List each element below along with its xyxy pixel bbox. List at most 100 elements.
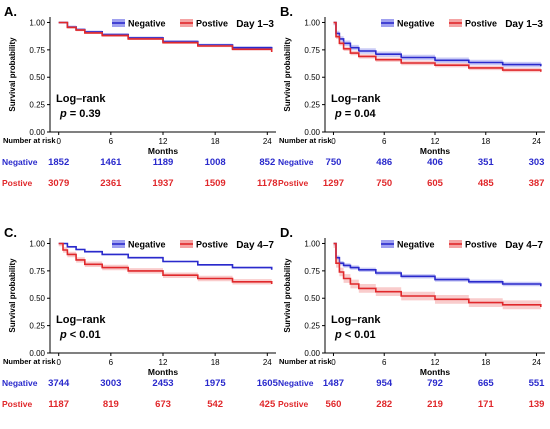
x-tick-label: 6 <box>109 358 114 367</box>
ci-band-postive <box>333 22 541 74</box>
x-tick-label: 12 <box>159 137 168 146</box>
y-tick-label: 0.00 <box>304 349 320 358</box>
panel-title: Day 4–7 <box>505 240 543 251</box>
legend-label-positive: Postive <box>465 240 497 250</box>
risk-count: 1297 <box>323 178 344 189</box>
logrank-label: Log–rank <box>331 314 381 326</box>
p-value: = 0.04 <box>342 108 377 120</box>
risk-count: 3079 <box>48 178 69 189</box>
panel-a: A. 0.00 0.25 0.50 0.75 1.00 0 6 12 18 24 Months Surv… <box>2 4 278 189</box>
y-axis-label: Survival probability <box>8 37 17 112</box>
logrank-pvalue: p < 0.01 <box>334 329 376 341</box>
x-tick-label: 12 <box>159 358 168 367</box>
risk-count: 486 <box>376 157 392 168</box>
y-tick-label: 1.00 <box>304 18 320 27</box>
panel-title: Day 1–3 <box>505 19 543 30</box>
risk-count: 792 <box>427 378 443 389</box>
risk-count: 406 <box>427 157 443 168</box>
survival-line-postive <box>333 21 542 72</box>
panel-letter: C. <box>4 225 17 240</box>
risk-count: 673 <box>155 399 171 410</box>
risk-count: 282 <box>376 399 392 410</box>
risk-count: 351 <box>478 157 495 168</box>
risk-count: 852 <box>259 157 275 168</box>
x-axis-label: Months <box>420 367 450 377</box>
risk-count: 219 <box>427 399 443 410</box>
legend-label-negative: Negative <box>128 240 166 250</box>
x-axis-label: Months <box>148 146 178 156</box>
risk-row-label-negative: Negative <box>2 157 38 167</box>
legend-label-positive: Postive <box>196 19 228 29</box>
x-tick-label: 18 <box>481 358 490 367</box>
risk-table-title: Number at risk <box>3 357 56 366</box>
y-tick-label: 0.50 <box>29 73 45 82</box>
p-symbol: p <box>59 329 67 341</box>
risk-row-label-postive: Postive <box>2 399 33 409</box>
risk-count: 387 <box>529 178 545 189</box>
risk-count: 560 <box>326 399 342 410</box>
logrank-label: Log–rank <box>56 93 106 105</box>
x-tick-label: 18 <box>211 137 220 146</box>
x-tick-label: 0 <box>56 137 61 146</box>
risk-count: 485 <box>478 178 495 189</box>
risk-table-title: Number at risk <box>279 136 332 145</box>
panel-title: Day 4–7 <box>236 240 274 251</box>
x-tick-label: 12 <box>431 137 440 146</box>
x-tick-label: 12 <box>431 358 440 367</box>
ci-band-postive <box>333 243 541 312</box>
risk-count: 750 <box>326 157 342 168</box>
risk-row-label-postive: Postive <box>278 399 309 409</box>
y-tick-label: 0.25 <box>29 322 45 331</box>
y-tick-label: 0.50 <box>29 294 45 303</box>
risk-count: 1189 <box>153 157 174 168</box>
x-tick-label: 18 <box>211 358 220 367</box>
x-tick-label: 24 <box>263 137 272 146</box>
risk-count: 1937 <box>152 178 173 189</box>
risk-count: 1975 <box>205 378 227 389</box>
p-symbol: p <box>59 108 67 120</box>
y-tick-label: 0.25 <box>29 101 45 110</box>
risk-count: 171 <box>478 399 495 410</box>
ci-band-postive <box>58 243 272 287</box>
x-axis-label: Months <box>420 146 450 156</box>
y-tick-label: 0.75 <box>29 267 45 276</box>
x-tick-label: 0 <box>331 358 336 367</box>
risk-count: 605 <box>427 178 444 189</box>
risk-row-label-postive: Postive <box>278 178 309 188</box>
panel-c: C. 0.00 0.25 0.50 0.75 1.00 0 6 12 18 24 Months Surv… <box>2 225 279 410</box>
survival-line-negative <box>58 242 273 270</box>
panel-letter: B. <box>280 4 293 19</box>
logrank-label: Log–rank <box>56 314 106 326</box>
risk-count: 1509 <box>205 178 226 189</box>
x-tick-label: 6 <box>382 137 387 146</box>
risk-count: 750 <box>376 178 392 189</box>
risk-count: 1178 <box>257 178 278 189</box>
y-tick-label: 0.75 <box>304 267 320 276</box>
legend-label-negative: Negative <box>397 19 435 29</box>
risk-count: 303 <box>529 157 545 168</box>
p-value: < 0.01 <box>342 329 376 341</box>
risk-count: 3003 <box>100 378 121 389</box>
risk-count: 1852 <box>48 157 69 168</box>
survival-line-postive <box>58 21 273 52</box>
y-axis-label: Survival probability <box>283 258 292 333</box>
y-tick-label: 1.00 <box>304 239 320 248</box>
legend-label-negative: Negative <box>128 19 166 29</box>
p-value: = 0.39 <box>67 108 101 120</box>
legend-label-positive: Postive <box>465 19 497 29</box>
y-tick-label: 0.75 <box>304 46 320 55</box>
risk-count: 3744 <box>48 378 70 389</box>
y-tick-label: 1.00 <box>29 239 45 248</box>
y-axis-label: Survival probability <box>8 258 17 333</box>
y-tick-label: 0.75 <box>29 46 45 55</box>
risk-row-label-negative: Negative <box>278 157 314 167</box>
panel-title: Day 1–3 <box>236 19 274 30</box>
risk-row-label-negative: Negative <box>2 378 38 388</box>
risk-count: 2453 <box>152 378 173 389</box>
x-axis-label: Months <box>148 367 178 377</box>
risk-row-label-negative: Negative <box>278 378 314 388</box>
risk-count: 819 <box>103 399 119 410</box>
x-tick-label: 24 <box>263 358 272 367</box>
risk-count: 551 <box>529 378 546 389</box>
